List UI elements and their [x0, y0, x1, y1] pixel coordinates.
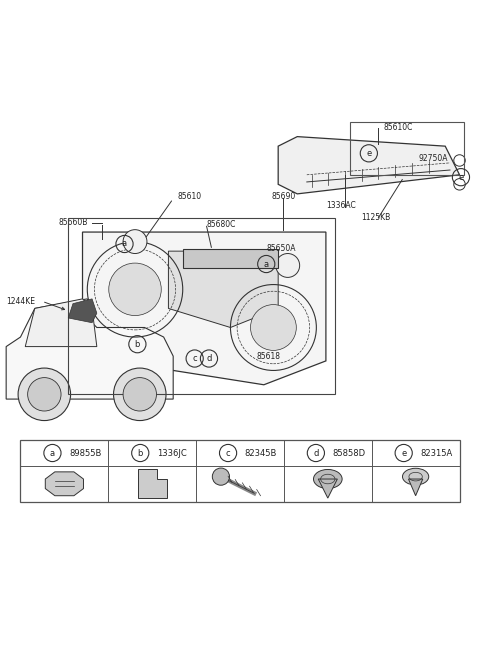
Circle shape — [109, 263, 161, 316]
Text: 85660B: 85660B — [59, 218, 88, 227]
Text: d: d — [206, 354, 212, 363]
Polygon shape — [278, 137, 459, 194]
Text: 85680C: 85680C — [206, 220, 236, 229]
Polygon shape — [83, 232, 326, 384]
Text: 1244KE: 1244KE — [6, 297, 35, 306]
Circle shape — [251, 305, 296, 350]
Text: 85610: 85610 — [178, 192, 202, 201]
Text: d: d — [313, 449, 319, 457]
Circle shape — [114, 368, 166, 421]
Text: b: b — [138, 449, 143, 457]
Ellipse shape — [313, 470, 342, 489]
Text: e: e — [366, 149, 372, 158]
Polygon shape — [138, 470, 167, 498]
Polygon shape — [183, 249, 278, 268]
Ellipse shape — [403, 468, 429, 485]
Polygon shape — [408, 479, 423, 496]
Text: e: e — [458, 173, 464, 181]
Text: 85618: 85618 — [257, 352, 281, 361]
Circle shape — [276, 253, 300, 277]
Circle shape — [28, 378, 61, 411]
Text: 85690: 85690 — [271, 192, 295, 201]
Circle shape — [454, 179, 465, 190]
Text: 1125KB: 1125KB — [362, 214, 391, 222]
FancyBboxPatch shape — [21, 440, 459, 502]
Polygon shape — [68, 299, 97, 323]
Text: 89855B: 89855B — [69, 449, 102, 457]
Polygon shape — [6, 299, 173, 399]
Polygon shape — [168, 251, 278, 328]
Polygon shape — [25, 299, 97, 346]
Circle shape — [123, 378, 156, 411]
Text: a: a — [264, 259, 269, 269]
Text: a: a — [50, 449, 55, 457]
Text: 1336AC: 1336AC — [326, 201, 356, 210]
Text: c: c — [192, 354, 197, 363]
Text: 82345B: 82345B — [245, 449, 277, 457]
Text: 85650A: 85650A — [266, 244, 296, 253]
Text: 92750A: 92750A — [419, 153, 448, 162]
Circle shape — [454, 155, 465, 166]
Text: c: c — [226, 449, 230, 457]
Circle shape — [123, 230, 147, 253]
Polygon shape — [318, 479, 337, 498]
Text: 1336JC: 1336JC — [157, 449, 187, 457]
Circle shape — [18, 368, 71, 421]
Circle shape — [212, 468, 229, 485]
Text: 85858D: 85858D — [333, 449, 366, 457]
Text: 85610C: 85610C — [383, 122, 412, 132]
Text: b: b — [135, 340, 140, 348]
Text: a: a — [122, 240, 127, 248]
Text: e: e — [401, 449, 406, 457]
Polygon shape — [45, 472, 84, 496]
Text: 82315A: 82315A — [420, 449, 453, 457]
